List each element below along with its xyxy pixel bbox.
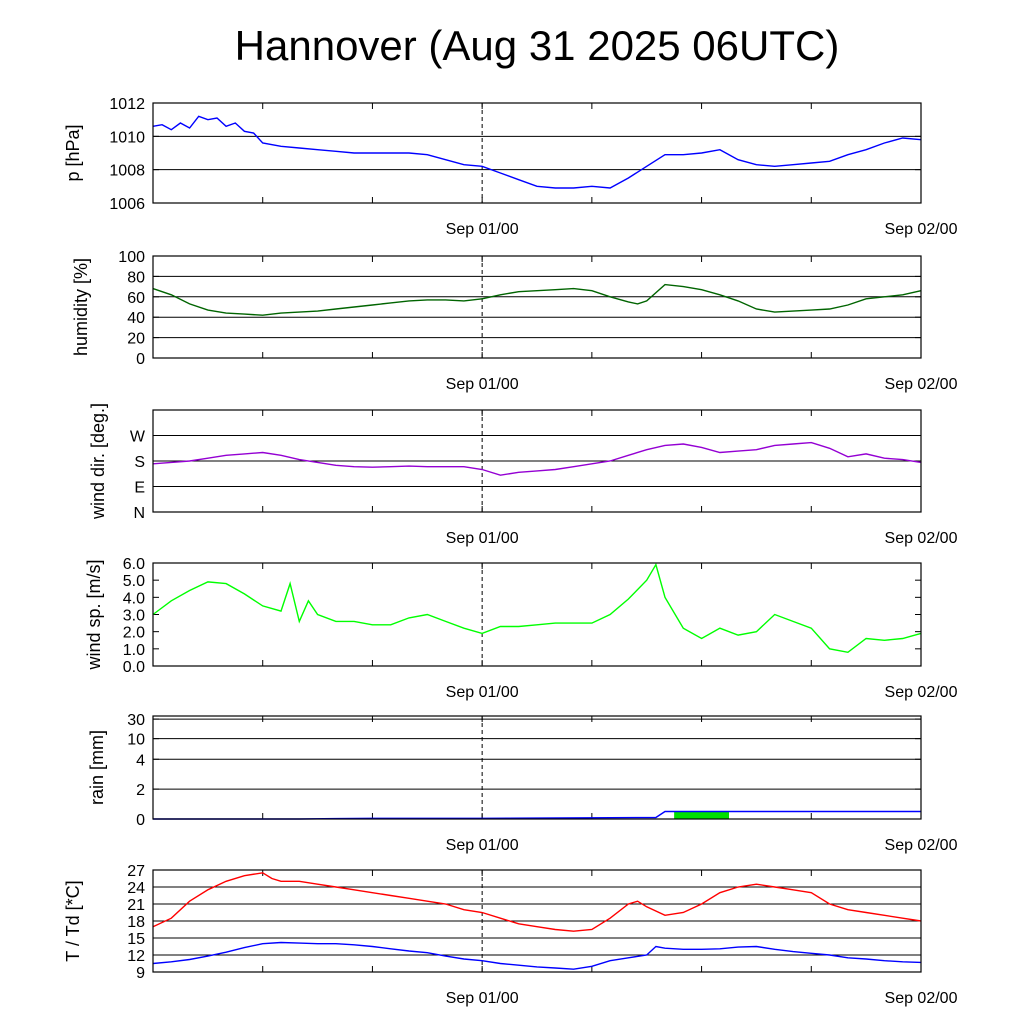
y-axis-label: rain [mm] (87, 730, 107, 805)
y-tick-label: N (133, 505, 145, 522)
y-tick-label: 1006 (109, 196, 145, 213)
x-tick-label: Sep 01/00 (446, 684, 519, 701)
y-tick-label: 1008 (109, 163, 145, 180)
y-tick-label: 30 (127, 712, 145, 729)
y-tick-label: 2.0 (123, 625, 145, 642)
panel-humidity: 0 20 40 60 80 100 Sep 01/00 Sep 02/00 humidity [… (71, 249, 958, 393)
plot-frame (152, 102, 922, 204)
panel-pressure: 1006 1008 1010 1012 Sep 01/00 Sep 02/00 p [hPa… (63, 96, 958, 238)
y-tick-label: 80 (127, 269, 145, 286)
y-tick-label: 5.0 (123, 573, 145, 590)
y-tick-label: 20 (127, 331, 145, 348)
y-tick-label: W (130, 429, 146, 446)
y-tick-label: 0.0 (123, 659, 145, 676)
x-tick-label: Sep 02/00 (885, 684, 958, 701)
plot-frame (152, 255, 922, 359)
x-tick-label: Sep 02/00 (885, 376, 958, 393)
series-line (153, 810, 921, 820)
plot-frame (152, 562, 922, 667)
x-tick-label: Sep 01/00 (446, 837, 519, 854)
y-tick-label: 1012 (109, 96, 145, 113)
plot-frame (152, 409, 922, 513)
plot-frame (152, 715, 922, 820)
y-tick-label: S (134, 454, 145, 471)
y-axis-label: wind dir. [deg.] (88, 403, 108, 520)
y-tick-label: 24 (127, 880, 145, 897)
y-tick-label: 1.0 (123, 642, 145, 659)
y-tick-label: 0 (136, 812, 145, 829)
rain-bar (674, 811, 729, 819)
series-line (152, 941, 922, 970)
y-tick-label: 0 (136, 351, 145, 368)
x-tick-label: Sep 02/00 (885, 530, 958, 547)
y-tick-label: 9 (136, 965, 145, 982)
panel-rain: 0 2 4 10 30 Sep 01/00 Sep 02/00 rain [mm] (87, 712, 958, 854)
series-line (152, 872, 922, 932)
x-tick-label: Sep 02/00 (885, 990, 958, 1007)
y-tick-label: E (134, 480, 145, 497)
chart-title: Hannover (Aug 31 2025 06UTC) (234, 22, 840, 69)
y-tick-label: 21 (127, 897, 145, 914)
y-tick-label: 4.0 (123, 590, 145, 607)
y-tick-label: 12 (127, 948, 145, 965)
y-tick-label: 3.0 (123, 608, 145, 625)
y-axis-label: p [hPa] (63, 124, 83, 181)
y-tick-label: 60 (127, 290, 145, 307)
y-tick-label: 10 (127, 732, 145, 749)
x-tick-label: Sep 02/00 (885, 221, 958, 238)
x-tick-label: Sep 01/00 (446, 530, 519, 547)
y-tick-label: 15 (127, 931, 145, 948)
y-tick-label: 100 (118, 249, 145, 266)
y-tick-label: 4 (136, 752, 145, 769)
y-tick-label: 40 (127, 310, 145, 327)
x-tick-label: Sep 02/00 (885, 837, 958, 854)
x-tick-label: Sep 01/00 (446, 221, 519, 238)
series-line (152, 115, 922, 189)
y-tick-label: 6.0 (123, 556, 145, 573)
y-tick-label: 18 (127, 914, 145, 931)
series-line (152, 562, 922, 654)
y-tick-label: 27 (127, 863, 145, 880)
y-axis-label: wind sp. [m/s] (84, 559, 104, 670)
series-line (152, 441, 922, 476)
plot-frame (152, 869, 922, 973)
y-tick-label: 1010 (109, 129, 145, 146)
series-line (152, 283, 922, 316)
x-tick-label: Sep 01/00 (446, 990, 519, 1007)
x-tick-label: Sep 01/00 (446, 376, 519, 393)
y-axis-label: T / Td [*C] (63, 880, 83, 961)
y-tick-label: 2 (136, 782, 145, 799)
y-axis-label: humidity [%] (71, 258, 91, 356)
panel-wind_speed: 0.01.02.03.04.05.06.0 Sep 01/00 Sep 02/00 w… (84, 556, 958, 701)
